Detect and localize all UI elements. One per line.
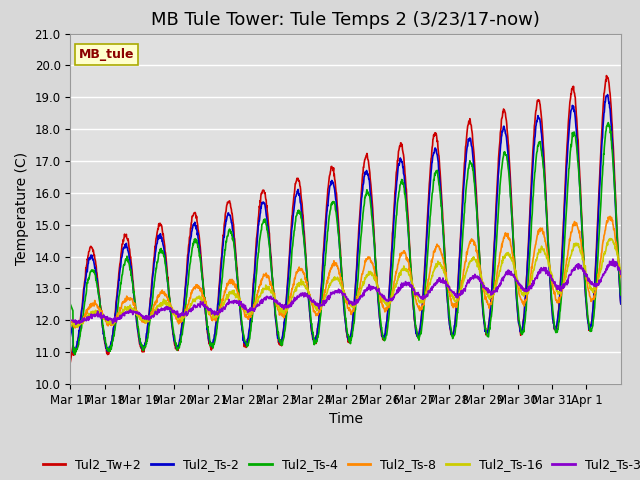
Tul2_Ts-4 — [67, 301, 74, 307]
Line: Tul2_Ts-4: Tul2_Ts-4 — [70, 122, 621, 355]
Tul2_Ts-2 — [69, 349, 77, 355]
Tul2_Ts-2 — [611, 179, 618, 185]
Tul2_Ts-4 — [71, 352, 79, 358]
Line: Tul2_Ts-32: Tul2_Ts-32 — [70, 259, 621, 324]
Tul2_Tw+2 — [321, 231, 328, 237]
Tul2_Ts-32 — [321, 300, 329, 306]
Tul2_Ts-16 — [321, 295, 329, 300]
Tul2_Ts-32 — [332, 289, 339, 295]
Tul2_Ts-16 — [611, 242, 618, 248]
Tul2_Ts-8 — [611, 226, 618, 231]
Tul2_Ts-16 — [153, 306, 161, 312]
Tul2_Ts-32 — [72, 322, 79, 327]
Y-axis label: Temperature (C): Temperature (C) — [15, 152, 29, 265]
Tul2_Tw+2 — [603, 72, 611, 78]
Tul2_Ts-2 — [556, 288, 564, 294]
Line: Tul2_Ts-16: Tul2_Ts-16 — [70, 239, 621, 327]
Tul2_Ts-2 — [153, 241, 161, 247]
Tul2_Tw+2 — [152, 235, 160, 240]
Tul2_Ts-4 — [476, 252, 483, 258]
Tul2_Ts-4 — [604, 120, 612, 125]
Tul2_Ts-2 — [67, 333, 74, 339]
Tul2_Ts-16 — [332, 275, 339, 280]
Tul2_Ts-8 — [556, 295, 564, 300]
Tul2_Ts-8 — [153, 300, 161, 305]
Text: MB_tule: MB_tule — [79, 48, 134, 61]
Tul2_Ts-32 — [67, 317, 74, 323]
Legend: Tul2_Tw+2, Tul2_Ts-2, Tul2_Ts-4, Tul2_Ts-8, Tul2_Ts-16, Tul2_Ts-32: Tul2_Tw+2, Tul2_Ts-2, Tul2_Ts-4, Tul2_Ts… — [38, 453, 640, 476]
Tul2_Ts-16 — [74, 324, 81, 330]
Tul2_Ts-32 — [611, 259, 618, 264]
Tul2_Ts-4 — [556, 308, 564, 314]
Line: Tul2_Ts-2: Tul2_Ts-2 — [70, 95, 621, 352]
Tul2_Ts-2 — [617, 301, 625, 307]
Tul2_Ts-4 — [611, 181, 618, 187]
Tul2_Ts-16 — [617, 269, 625, 275]
Line: Tul2_Tw+2: Tul2_Tw+2 — [70, 75, 621, 362]
Tul2_Ts-32 — [556, 286, 564, 292]
Line: Tul2_Ts-8: Tul2_Ts-8 — [70, 216, 621, 328]
Tul2_Tw+2 — [617, 301, 625, 307]
Tul2_Ts-8 — [71, 325, 79, 331]
Tul2_Tw+2 — [331, 178, 339, 183]
Tul2_Ts-8 — [67, 321, 74, 326]
Tul2_Ts-16 — [476, 267, 483, 273]
Tul2_Tw+2 — [556, 291, 564, 297]
Tul2_Ts-4 — [153, 261, 161, 267]
Tul2_Ts-16 — [556, 291, 564, 297]
Tul2_Ts-8 — [617, 274, 625, 280]
Tul2_Ts-32 — [609, 256, 617, 262]
Tul2_Ts-2 — [332, 192, 339, 198]
Tul2_Ts-32 — [153, 312, 161, 317]
Title: MB Tule Tower: Tule Temps 2 (3/23/17-now): MB Tule Tower: Tule Temps 2 (3/23/17-now… — [151, 11, 540, 29]
Tul2_Ts-2 — [321, 235, 329, 240]
Tul2_Tw+2 — [67, 359, 74, 365]
Tul2_Ts-2 — [604, 92, 611, 97]
Tul2_Ts-8 — [476, 262, 483, 268]
Tul2_Ts-4 — [617, 292, 625, 298]
Tul2_Ts-16 — [607, 236, 614, 241]
Tul2_Tw+2 — [610, 160, 618, 166]
Tul2_Ts-4 — [332, 206, 339, 212]
Tul2_Ts-2 — [476, 259, 483, 265]
Tul2_Tw+2 — [476, 247, 483, 253]
Tul2_Ts-8 — [606, 214, 614, 219]
Tul2_Ts-4 — [321, 263, 329, 268]
Tul2_Ts-8 — [321, 287, 329, 293]
Tul2_Ts-16 — [67, 324, 74, 330]
X-axis label: Time: Time — [328, 412, 363, 426]
Tul2_Ts-8 — [332, 260, 339, 266]
Tul2_Ts-32 — [617, 271, 625, 277]
Tul2_Ts-32 — [476, 277, 483, 283]
